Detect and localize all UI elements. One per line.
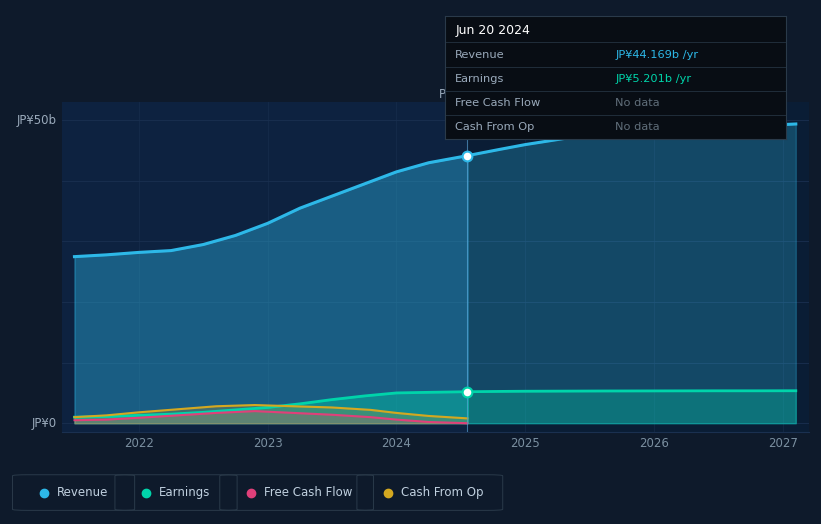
Text: Jun 20 2024: Jun 20 2024 [455,24,530,37]
Text: Revenue: Revenue [57,486,108,499]
Text: Free Cash Flow: Free Cash Flow [455,97,540,107]
Text: JP¥50b: JP¥50b [17,114,57,127]
Text: Cash From Op: Cash From Op [401,486,484,499]
Text: No data: No data [616,122,660,132]
Text: JP¥5.201b /yr: JP¥5.201b /yr [616,73,691,83]
Text: JP¥44.169b /yr: JP¥44.169b /yr [616,49,699,60]
Text: Past: Past [439,88,464,101]
Text: JP¥0: JP¥0 [32,417,57,430]
Text: Revenue: Revenue [455,49,505,60]
Text: Cash From Op: Cash From Op [455,122,534,132]
Text: Analysts Forecasts: Analysts Forecasts [471,88,581,101]
Bar [467,102,809,432]
Text: Earnings: Earnings [455,73,505,83]
Text: Free Cash Flow: Free Cash Flow [264,486,352,499]
Text: No data: No data [616,97,660,107]
Text: Earnings: Earnings [159,486,210,499]
